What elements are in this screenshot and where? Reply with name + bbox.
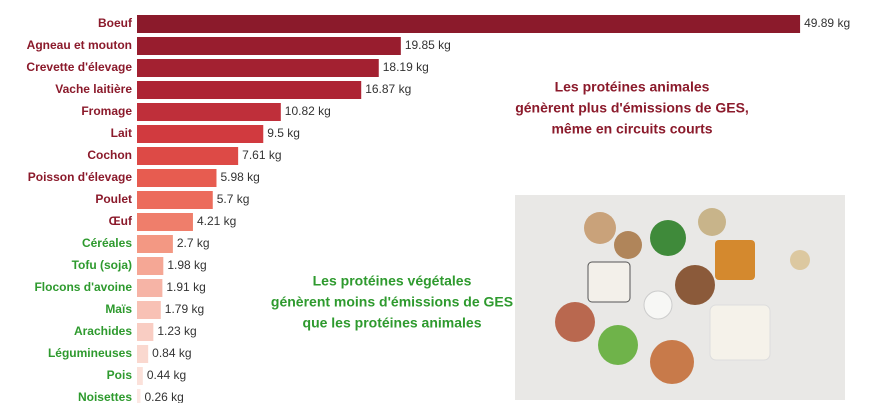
bar bbox=[137, 169, 216, 187]
bar bbox=[137, 345, 148, 363]
category-label: Pois bbox=[107, 368, 133, 382]
value-label: 0.26 kg bbox=[144, 390, 183, 403]
bar bbox=[137, 37, 401, 55]
value-label: 7.61 kg bbox=[242, 148, 281, 162]
annotation: génèrent moins d'émissions de GES bbox=[271, 294, 513, 310]
category-label: Crevette d'élevage bbox=[26, 60, 132, 74]
value-label: 5.98 kg bbox=[220, 170, 259, 184]
annotation: même en circuits courts bbox=[551, 121, 712, 137]
value-label: 0.44 kg bbox=[147, 368, 186, 382]
annotation: Les protéines animales bbox=[555, 79, 710, 95]
category-label: Noisettes bbox=[78, 390, 132, 403]
bar bbox=[137, 59, 379, 77]
value-label: 49.89 kg bbox=[804, 16, 850, 30]
category-label: Vache laitière bbox=[55, 82, 132, 96]
bar bbox=[137, 213, 193, 231]
bar bbox=[137, 191, 213, 209]
value-label: 1.23 kg bbox=[157, 324, 196, 338]
value-label: 1.79 kg bbox=[165, 302, 204, 316]
value-label: 18.19 kg bbox=[383, 60, 429, 74]
category-label: Arachides bbox=[74, 324, 132, 338]
category-label: Cochon bbox=[87, 148, 132, 162]
category-label: Œuf bbox=[109, 214, 133, 228]
chart: Boeuf 49.89 kg Agneau et mouton 19.85 kg Cre… bbox=[0, 0, 869, 403]
annotation: génèrent plus d'émissions de GES, bbox=[515, 100, 749, 116]
value-label: 1.91 kg bbox=[166, 280, 205, 294]
category-label: Poulet bbox=[95, 192, 132, 206]
value-label: 9.5 kg bbox=[267, 126, 300, 140]
bar bbox=[137, 147, 238, 165]
value-label: 0.84 kg bbox=[152, 346, 191, 360]
category-label: Tofu (soja) bbox=[72, 258, 132, 272]
value-label: 1.98 kg bbox=[167, 258, 206, 272]
category-label: Poisson d'élevage bbox=[28, 170, 133, 184]
value-label: 16.87 kg bbox=[365, 82, 411, 96]
bar bbox=[137, 103, 281, 121]
bar bbox=[137, 15, 800, 33]
category-label: Fromage bbox=[81, 104, 132, 118]
bar bbox=[137, 81, 361, 99]
bar bbox=[137, 235, 173, 253]
bar bbox=[137, 125, 263, 143]
bar bbox=[137, 367, 143, 385]
category-label: Légumineuses bbox=[48, 346, 132, 360]
category-label: Boeuf bbox=[98, 16, 133, 30]
category-label: Agneau et mouton bbox=[27, 38, 132, 52]
value-label: 5.7 kg bbox=[217, 192, 250, 206]
annotation: que les protéines animales bbox=[303, 315, 482, 331]
value-label: 19.85 kg bbox=[405, 38, 451, 52]
category-label: Céréales bbox=[82, 236, 132, 250]
value-label: 10.82 kg bbox=[285, 104, 331, 118]
annotation: Les protéines végétales bbox=[313, 273, 472, 289]
category-label: Maïs bbox=[105, 302, 132, 316]
value-label: 2.7 kg bbox=[177, 236, 210, 250]
food-photo bbox=[515, 195, 845, 400]
bar bbox=[137, 389, 140, 403]
bar bbox=[137, 257, 163, 275]
category-label: Lait bbox=[111, 126, 132, 140]
bar bbox=[137, 301, 161, 319]
bar bbox=[137, 279, 162, 297]
category-label: Flocons d'avoine bbox=[34, 280, 132, 294]
bar bbox=[137, 323, 153, 341]
value-label: 4.21 kg bbox=[197, 214, 236, 228]
